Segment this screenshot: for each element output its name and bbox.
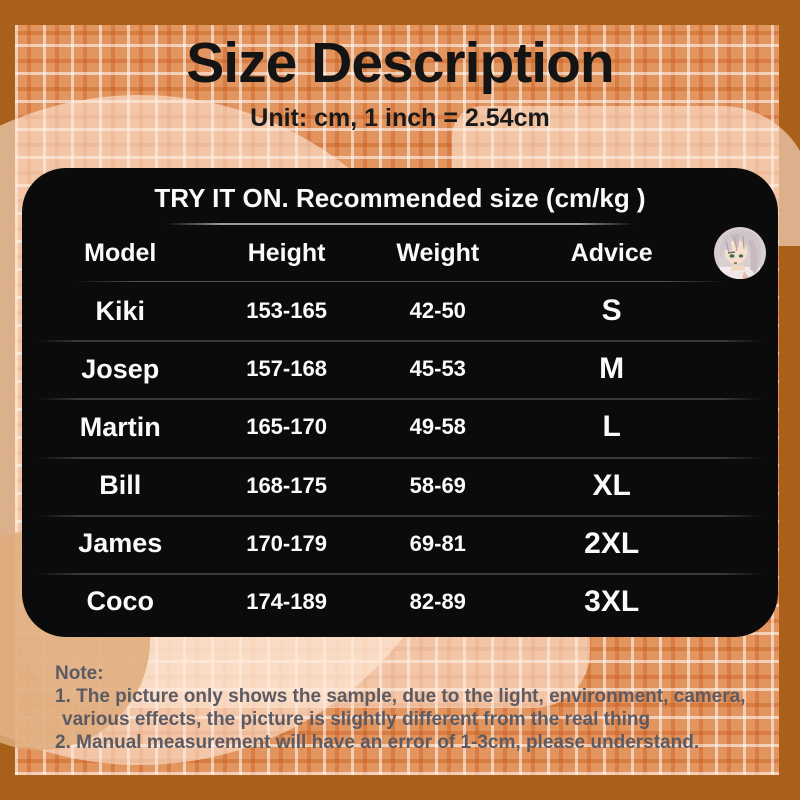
- weight-cell: 69-81: [409, 530, 466, 556]
- advice-cell: 3XL: [584, 584, 640, 618]
- header-divider: [165, 223, 635, 225]
- table-body: Kiki 153-165 42-50 S Josep 157-168 45-53…: [22, 282, 778, 637]
- note-line: various effects, the picture is slightly…: [62, 709, 651, 730]
- note-label: Note:: [55, 663, 104, 684]
- weight-cell: 42-50: [409, 298, 466, 324]
- model-name-cell: Josep: [81, 353, 160, 384]
- table-row: Kiki 153-165 42-50 S: [22, 282, 778, 340]
- note-block: Note: 1. The picture only shows the samp…: [55, 662, 770, 754]
- height-cell: 153-165: [246, 298, 327, 324]
- column-header-height: Height: [247, 238, 326, 267]
- note-line: 2. Manual measurement will have an error…: [55, 732, 700, 753]
- weight-cell: 49-58: [409, 414, 466, 440]
- height-cell: 174-189: [246, 588, 327, 614]
- model-name-cell: Martin: [79, 411, 161, 442]
- table-row: Bill 168-175 58-69 XL: [22, 456, 778, 515]
- table-row: Martin 165-170 49-58 L: [22, 398, 778, 456]
- height-cell: 170-179: [246, 530, 327, 556]
- model-name-cell: Coco: [86, 586, 155, 617]
- weight-cell: 58-69: [409, 472, 466, 498]
- unit-subtitle: Unit: cm, 1 inch = 2.54cm: [250, 104, 550, 132]
- table-header: TRY IT ON. Recommended size (cm/kg ): [154, 183, 646, 213]
- column-header-model: Model: [84, 238, 157, 267]
- avatar: [702, 227, 778, 279]
- anime-character-avatar-icon: [714, 227, 767, 279]
- column-header-weight: Weight: [396, 238, 480, 267]
- table-row: Coco 174-189 82-89 3XL: [22, 572, 778, 631]
- column-header-row: Model Height Weight Advice: [22, 225, 778, 281]
- advice-cell: L: [602, 410, 621, 444]
- height-cell: 168-175: [246, 472, 327, 498]
- advice-cell: M: [599, 352, 625, 386]
- table-row: James 170-179 69-81 2XL: [22, 514, 778, 573]
- weight-cell: 45-53: [409, 356, 466, 382]
- advice-cell: S: [601, 294, 622, 328]
- model-name-cell: Kiki: [95, 295, 146, 326]
- advice-cell: 2XL: [584, 526, 640, 560]
- model-name-cell: James: [78, 528, 163, 559]
- advice-cell: XL: [592, 468, 631, 502]
- column-divider: [74, 281, 726, 282]
- height-cell: 157-168: [246, 356, 327, 382]
- note-line: 1. The picture only shows the sample, du…: [55, 686, 746, 707]
- page-title: Size Description: [186, 31, 614, 95]
- column-header-advice: Advice: [570, 238, 653, 267]
- size-table-panel: TRY IT ON. Recommended size (cm/kg ) Mod…: [22, 168, 778, 637]
- model-name-cell: Bill: [99, 470, 142, 501]
- table-row: Josep 157-168 45-53 M: [22, 340, 778, 398]
- weight-cell: 82-89: [409, 588, 466, 614]
- height-cell: 165-170: [246, 414, 327, 440]
